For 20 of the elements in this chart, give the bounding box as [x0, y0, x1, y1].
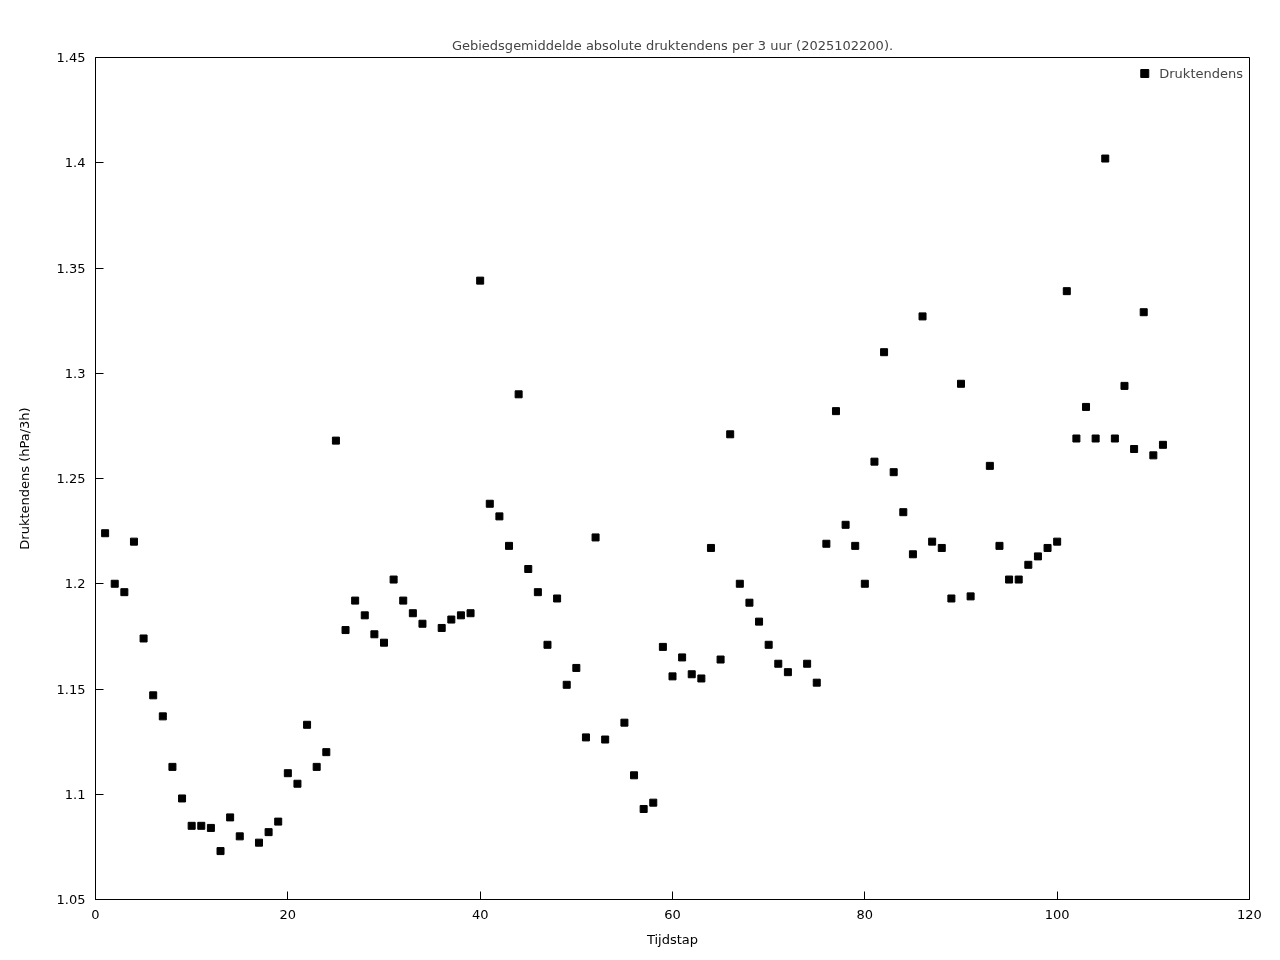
y-tick-label: 1.35	[56, 260, 86, 276]
x-tick-label: 100	[1044, 906, 1070, 922]
x-tick-label: 0	[91, 906, 100, 922]
x-tick-label: 80	[856, 906, 874, 922]
x-tick-label: 60	[664, 906, 681, 922]
y-tick-label: 1.05	[56, 892, 86, 907]
y-tick-label: 1.15	[56, 681, 86, 697]
x-tick-label: 20	[279, 906, 297, 922]
y-tick-label: 1.45	[56, 50, 86, 65]
y-tick-label: 1.2	[64, 576, 86, 592]
x-tick-label: 120	[1237, 906, 1262, 922]
chart-title: Gebiedsgemiddelde absolute druktendens per 3 uur (2025102200).	[451, 37, 894, 53]
y-tick-label: 1.25	[56, 471, 86, 486]
x-tick-label: 40	[471, 906, 489, 922]
x-axis-title: Tijdstap	[645, 931, 699, 947]
y-axis-title: Druktendens (hPa/3h)	[16, 407, 32, 550]
y-tick-label: 1.1	[64, 786, 86, 802]
legend-label: Druktendens	[1159, 65, 1243, 81]
y-tick-label: 1.3	[64, 365, 86, 381]
y-tick-label: 1.4	[64, 155, 86, 171]
